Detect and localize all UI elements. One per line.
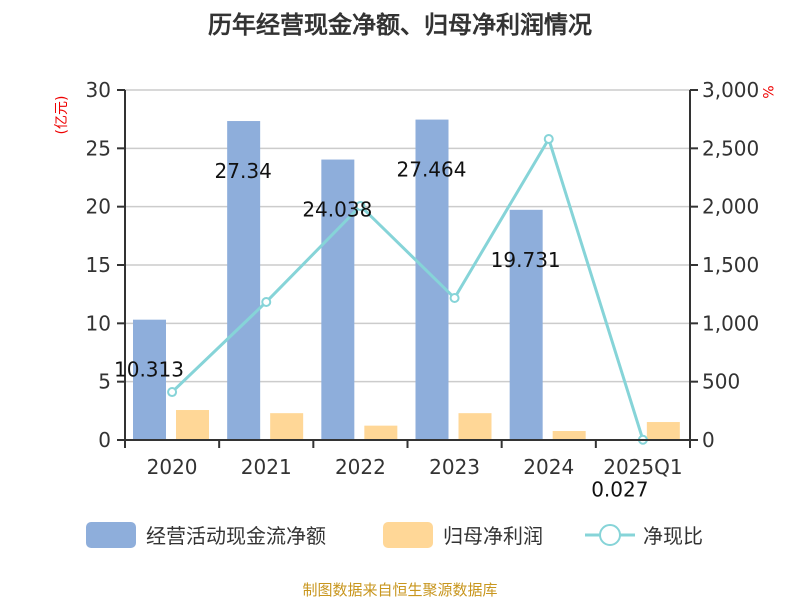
left-tick-label: 30 [86,78,111,102]
source-note: 制图数据来自恒生聚源数据库 [302,581,497,599]
bar-profit [552,431,586,440]
right-axis-label: % [759,85,775,98]
right-tick-label: 1,000 [702,311,759,335]
x-tick-label: 2024 [523,455,574,479]
left-tick-label: 20 [86,195,111,219]
bar-cashflow [415,119,449,440]
bar-profit [458,413,492,440]
left-tick-label: 25 [86,136,111,160]
right-tick-label: 2,000 [702,195,759,219]
bar-profit [176,410,209,440]
legend-swatch-cashflow [86,522,136,548]
bar-profit [270,413,304,440]
x-tick-label: 2023 [429,455,480,479]
bar-cashflow [133,319,166,440]
point-ratio [261,296,272,307]
line-ratio [171,135,645,441]
legend: 经营活动现金流净额 归母净利润 净现比 [86,522,703,548]
left-tick-label: 0 [98,428,111,452]
legend-label-ratio: 净现比 [643,524,703,548]
point-ratio [449,293,460,304]
bar-profit [364,425,398,440]
legend-swatch-profit [383,522,433,548]
x-tick-label: 2020 [147,455,198,479]
data-label-cashflow: 24.038 [302,198,372,222]
bar-cashflow [227,121,261,441]
left-axis-label: (亿元) [54,96,70,135]
legend-label-cashflow: 经营活动现金流净额 [146,524,326,548]
x-tick-label: 2025Q1 [603,455,682,479]
bar-cashflow [509,209,543,440]
right-tick-label: 0 [702,428,715,452]
bar-cashflow [321,159,355,440]
point-ratio [543,134,554,144]
right-tick-label: 1,500 [702,253,759,277]
data-label-cashflow: 0.027 [591,478,648,502]
data-label-cashflow: 27.34 [215,159,272,183]
legend-marker-ratio [599,524,621,546]
legend-label-profit: 归母净利润 [443,524,543,548]
data-label-cashflow: 19.731 [491,248,561,272]
chart-title: 历年经营现金净额、归母净利润情况 [208,11,592,39]
right-tick-label: 2,500 [702,136,759,160]
right-tick-label: 500 [702,370,740,394]
left-tick-label: 5 [98,370,111,394]
x-tick-label: 2022 [335,455,386,479]
left-tick-label: 15 [86,253,111,277]
data-label-cashflow: 10.313 [114,358,184,382]
point-ratio [167,387,178,398]
right-tick-label: 3,000 [702,78,759,102]
point-ratio [355,200,366,211]
bar-profit [646,422,680,440]
left-tick-label: 10 [86,311,111,335]
x-tick-label: 2021 [241,455,292,479]
data-label-cashflow: 27.464 [397,158,467,182]
